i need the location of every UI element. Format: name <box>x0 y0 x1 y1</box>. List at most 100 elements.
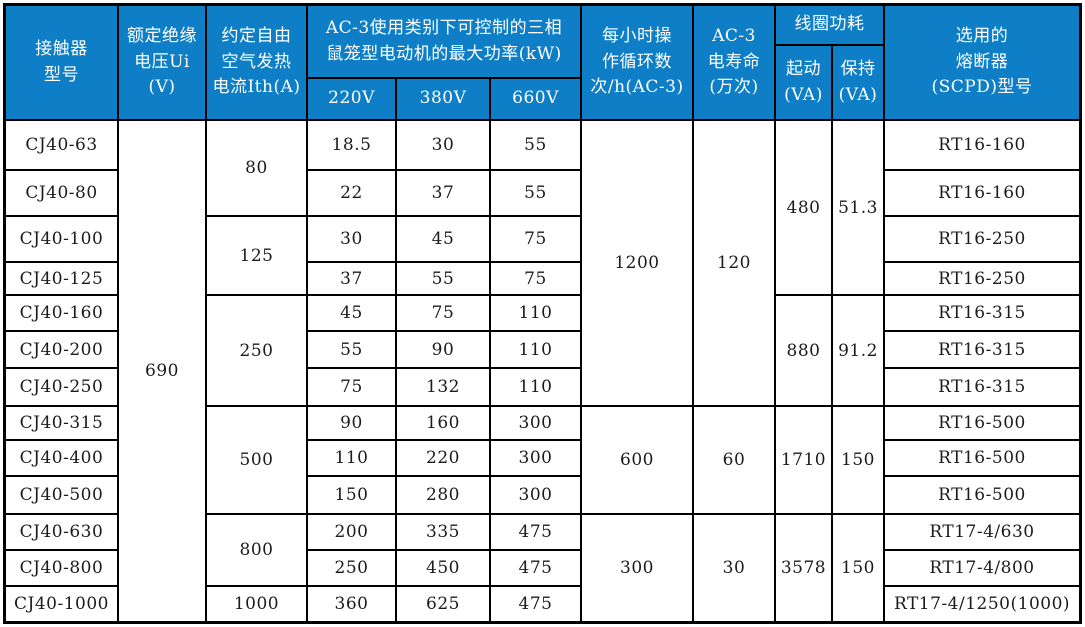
header-voltage-380: 380V <box>397 79 489 119</box>
header-operating-cycles: 每小时操 作循环数 次/h(AC-3) <box>582 6 692 119</box>
cell-power-380: 280 <box>397 477 489 513</box>
merged-thermal-current: 800 <box>207 515 306 585</box>
cell-fuse: RT16-500 <box>885 407 1079 439</box>
merged-coil-hold: 150 <box>833 407 883 513</box>
cell-power-380: 220 <box>397 441 489 475</box>
header-coil-power-group: 线圈功耗 <box>776 6 883 44</box>
merged-life: 120 <box>694 121 774 405</box>
cell-fuse: RT16-160 <box>885 121 1079 169</box>
header-rated-insulation-voltage: 额定绝缘 电压Ui (V) <box>119 6 205 119</box>
cell-power-220: 110 <box>308 441 395 475</box>
cell-fuse: RT16-315 <box>885 296 1079 330</box>
cell-power-380: 30 <box>397 121 489 169</box>
merged-thermal-current: 80 <box>207 121 306 215</box>
cell-fuse: RT16-500 <box>885 477 1079 513</box>
cell-fuse: RT16-315 <box>885 332 1079 367</box>
cell-model: CJ40-200 <box>6 332 117 367</box>
cell-fuse: RT16-500 <box>885 441 1079 475</box>
cell-power-380: 335 <box>397 515 489 549</box>
header-coil-start: 起动 (VA) <box>776 46 831 119</box>
merged-coil-start: 880 <box>776 296 831 405</box>
cell-power-380: 55 <box>397 263 489 294</box>
cell-model: CJ40-160 <box>6 296 117 330</box>
cell-power-380: 160 <box>397 407 489 439</box>
cell-power-220: 75 <box>308 369 395 405</box>
cell-fuse: RT16-315 <box>885 369 1079 405</box>
cell-power-220: 360 <box>308 587 395 621</box>
merged-cycles: 300 <box>582 515 692 621</box>
header-voltage-660: 660V <box>491 79 580 119</box>
merged-coil-start: 1710 <box>776 407 831 513</box>
cell-power-220: 45 <box>308 296 395 330</box>
cell-power-380: 90 <box>397 332 489 367</box>
cell-power-380: 37 <box>397 171 489 215</box>
merged-life: 30 <box>694 515 774 621</box>
cell-power-380: 45 <box>397 217 489 261</box>
cell-fuse: RT16-250 <box>885 263 1079 294</box>
header-ac3-power-group: AC-3使用类别下可控制的三相 鼠笼型电动机的最大功率(kW) <box>308 6 580 77</box>
merged-insulation-voltage: 690 <box>119 121 205 621</box>
cell-model: CJ40-800 <box>6 551 117 585</box>
cell-power-660: 110 <box>491 369 580 405</box>
merged-coil-hold: 150 <box>833 515 883 621</box>
cell-model: CJ40-400 <box>6 441 117 475</box>
merged-cycles: 1200 <box>582 121 692 405</box>
merged-thermal-current: 250 <box>207 296 306 405</box>
cell-model: CJ40-80 <box>6 171 117 215</box>
cell-fuse: RT17-4/630 <box>885 515 1079 549</box>
cell-fuse: RT16-250 <box>885 217 1079 261</box>
cell-model: CJ40-1000 <box>6 587 117 621</box>
cell-model: CJ40-315 <box>6 407 117 439</box>
cell-power-660: 75 <box>491 263 580 294</box>
cell-power-660: 300 <box>491 407 580 439</box>
cell-power-660: 475 <box>491 515 580 549</box>
merged-coil-hold: 51.3 <box>833 121 883 294</box>
header-voltage-220: 220V <box>308 79 395 119</box>
cell-power-220: 37 <box>308 263 395 294</box>
cell-fuse: RT16-160 <box>885 171 1079 215</box>
cell-model: CJ40-125 <box>6 263 117 294</box>
cell-power-220: 18.5 <box>308 121 395 169</box>
cell-power-220: 30 <box>308 217 395 261</box>
cell-power-380: 450 <box>397 551 489 585</box>
cell-model: CJ40-100 <box>6 217 117 261</box>
cell-power-660: 55 <box>491 171 580 215</box>
cell-power-660: 75 <box>491 217 580 261</box>
cell-power-220: 250 <box>308 551 395 585</box>
cell-fuse: RT17-4/1250(1000) <box>885 587 1079 621</box>
cell-power-220: 200 <box>308 515 395 549</box>
cell-power-660: 300 <box>491 441 580 475</box>
cell-power-660: 110 <box>491 296 580 330</box>
merged-thermal-current: 500 <box>207 407 306 513</box>
merged-coil-start: 480 <box>776 121 831 294</box>
merged-cycles: 600 <box>582 407 692 513</box>
cell-fuse: RT17-4/800 <box>885 551 1079 585</box>
cell-power-220: 90 <box>308 407 395 439</box>
cell-power-220: 55 <box>308 332 395 367</box>
header-fuse-type: 选用的 熔断器 (SCPD)型号 <box>885 6 1079 119</box>
cell-model: CJ40-630 <box>6 515 117 549</box>
cell-power-380: 132 <box>397 369 489 405</box>
merged-coil-hold: 91.2 <box>833 296 883 405</box>
cell-power-660: 55 <box>491 121 580 169</box>
header-thermal-current: 约定自由 空气发热 电流Ith(A) <box>207 6 306 119</box>
cell-power-220: 22 <box>308 171 395 215</box>
contactor-spec-table: 接触器 型号 额定绝缘 电压Ui (V) 约定自由 空气发热 电流Ith(A) … <box>3 3 1082 624</box>
merged-life: 60 <box>694 407 774 513</box>
cell-model: CJ40-63 <box>6 121 117 169</box>
cell-power-660: 300 <box>491 477 580 513</box>
header-electrical-life: AC-3 电寿命 (万次) <box>694 6 774 119</box>
header-coil-hold: 保持 (VA) <box>833 46 883 119</box>
cell-model: CJ40-250 <box>6 369 117 405</box>
cell-power-380: 75 <box>397 296 489 330</box>
cell-power-660: 475 <box>491 587 580 621</box>
cell-power-380: 625 <box>397 587 489 621</box>
merged-thermal-current: 125 <box>207 217 306 294</box>
merged-thermal-current: 1000 <box>207 587 306 621</box>
cell-power-220: 150 <box>308 477 395 513</box>
cell-power-660: 110 <box>491 332 580 367</box>
cell-power-660: 475 <box>491 551 580 585</box>
cell-model: CJ40-500 <box>6 477 117 513</box>
merged-coil-start: 3578 <box>776 515 831 621</box>
header-contactor-model: 接触器 型号 <box>6 6 117 119</box>
